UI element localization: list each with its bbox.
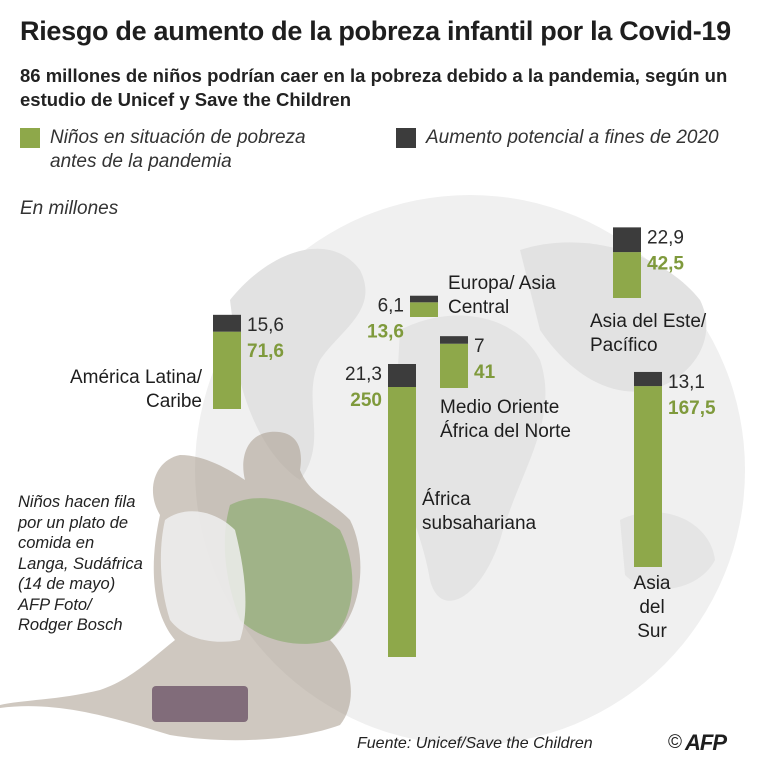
globe-landmass-asia bbox=[520, 242, 707, 392]
globe-landmass-americas bbox=[230, 248, 366, 480]
data-label-increase-middle-east-north-africa: 7 bbox=[474, 336, 485, 357]
bar-before-europe-central-asia bbox=[410, 302, 438, 317]
data-label-increase-east-asia-pacific: 22,9 bbox=[647, 227, 684, 248]
afp-brand: AFP bbox=[685, 730, 727, 755]
bar-increase-middle-east-north-africa bbox=[440, 336, 468, 344]
copyright-symbol: © bbox=[668, 732, 682, 753]
bar-increase-sub-saharan-africa bbox=[388, 363, 416, 387]
data-label-increase-south-asia: 13,1 bbox=[668, 372, 705, 393]
bar-before-middle-east-north-africa bbox=[440, 343, 468, 388]
legend-label-before: Niños en situación de pobreza antes de l… bbox=[50, 127, 306, 172]
legend-label-increase: Aumento potencial a fines de 2020 bbox=[426, 127, 719, 148]
region-label-south-asia: Asia del Sur bbox=[633, 573, 671, 642]
chart-title: Riesgo de aumento de la pobreza infantil… bbox=[20, 16, 731, 46]
legend-item-before: Niños en situación de pobreza antes de l… bbox=[20, 126, 360, 174]
bar-before-latin-america bbox=[213, 331, 241, 409]
bar-before-east-asia-pacific bbox=[613, 252, 641, 298]
region-label-middle-east-north-africa: Medio Oriente África del Norte bbox=[440, 397, 571, 442]
chart-subtitle: 86 millones de niños podrían caer en la … bbox=[20, 65, 728, 110]
legend-item-increase: Aumento potencial a fines de 2020 bbox=[396, 126, 756, 150]
data-label-before-europe-central-asia: 13,6 bbox=[367, 322, 404, 343]
bar-increase-east-asia-pacific bbox=[613, 227, 641, 253]
globe-landmass-africa bbox=[394, 315, 546, 601]
bar-increase-latin-america bbox=[213, 314, 241, 332]
bar-increase-south-asia bbox=[634, 371, 662, 387]
data-label-before-south-asia: 167,5 bbox=[668, 398, 716, 419]
data-label-increase-latin-america: 15,6 bbox=[247, 315, 284, 336]
photo-caption: Niños hacen fila por un plato de comida … bbox=[18, 493, 143, 634]
data-label-before-sub-saharan-africa: 250 bbox=[350, 390, 382, 411]
source-note: Fuente: Unicef/Save the Children bbox=[357, 735, 593, 752]
bar-before-sub-saharan-africa bbox=[388, 387, 416, 657]
afp-logo: © AFP bbox=[668, 730, 727, 756]
region-label-europe-central-asia: Europa/ Asia Central bbox=[448, 273, 556, 318]
bar-increase-europe-central-asia bbox=[410, 295, 438, 303]
legend-swatch-before bbox=[20, 128, 40, 148]
region-label-latin-america: América Latina/ Caribe bbox=[69, 367, 202, 412]
bar-before-south-asia bbox=[634, 386, 662, 567]
region-label-sub-saharan-africa: África subsahariana bbox=[422, 489, 537, 534]
data-label-before-middle-east-north-africa: 41 bbox=[474, 362, 496, 383]
data-label-before-latin-america: 71,6 bbox=[247, 341, 284, 362]
data-label-increase-sub-saharan-africa: 21,3 bbox=[345, 364, 382, 385]
data-label-increase-europe-central-asia: 6,1 bbox=[378, 296, 404, 317]
region-label-east-asia-pacific: Asia del Este/ Pacífico bbox=[590, 311, 707, 356]
data-label-before-east-asia-pacific: 42,5 bbox=[647, 253, 684, 274]
photo-children bbox=[0, 431, 361, 741]
unit-label: En millones bbox=[20, 198, 119, 219]
legend-swatch-increase bbox=[396, 128, 416, 148]
